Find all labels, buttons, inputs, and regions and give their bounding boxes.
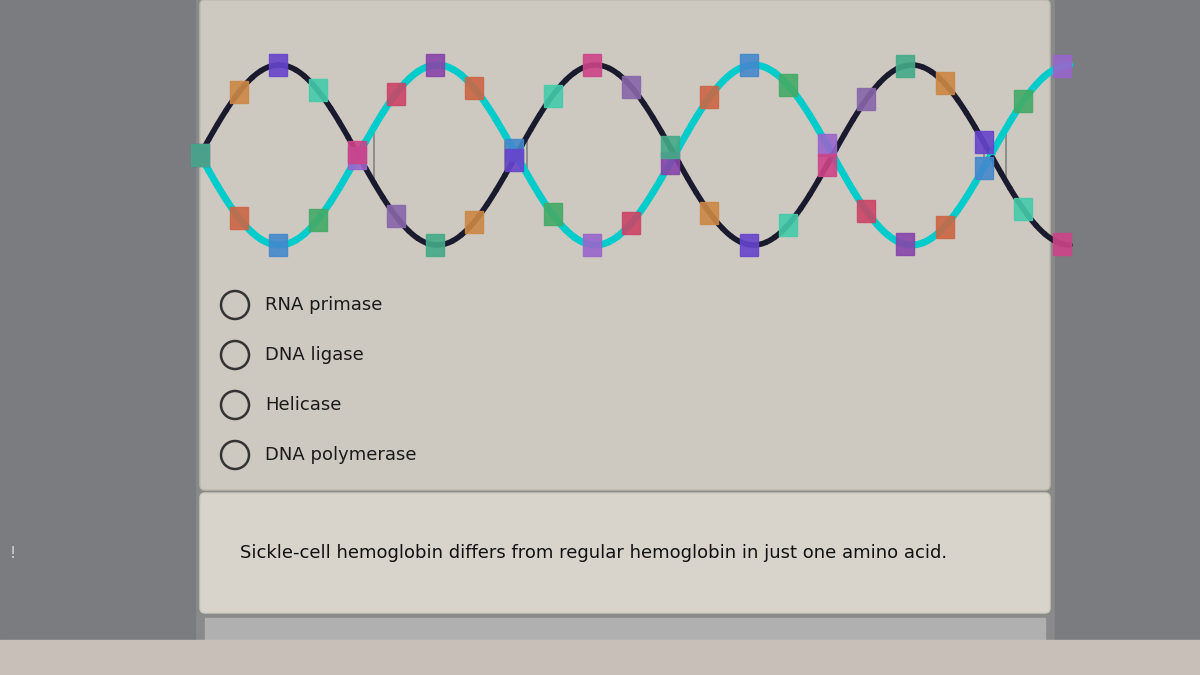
Bar (1014, 90, 1032, 113)
Bar (896, 55, 914, 77)
Bar (205, 618, 1045, 668)
Bar (426, 234, 444, 256)
Bar (701, 86, 719, 109)
Bar (544, 203, 562, 225)
Text: DNA ligase: DNA ligase (265, 346, 364, 364)
Bar (504, 149, 522, 171)
Bar (739, 234, 757, 256)
FancyBboxPatch shape (200, 493, 1050, 613)
Bar (1014, 198, 1032, 219)
Bar (896, 234, 914, 255)
Bar (661, 136, 679, 159)
Bar (269, 234, 287, 256)
Text: DNA polymerase: DNA polymerase (265, 446, 416, 464)
Bar (466, 78, 484, 99)
Bar (857, 200, 875, 221)
Bar (936, 215, 954, 238)
Bar (1055, 0, 1200, 675)
Bar (191, 144, 209, 166)
Bar (191, 144, 209, 166)
Bar (818, 134, 836, 156)
Bar (1054, 55, 1072, 77)
Bar (230, 207, 248, 230)
Bar (308, 79, 326, 101)
Bar (622, 213, 640, 234)
Bar (701, 202, 719, 223)
Bar (583, 234, 601, 256)
FancyBboxPatch shape (200, 0, 1050, 490)
Bar (936, 72, 954, 94)
Bar (818, 154, 836, 176)
Bar (269, 54, 287, 76)
Bar (622, 76, 640, 98)
Bar (974, 157, 992, 179)
Bar (739, 55, 757, 76)
Bar (661, 152, 679, 173)
Bar (348, 146, 366, 169)
Bar (386, 205, 404, 227)
Bar (0, 640, 1200, 675)
Text: Sickle-cell hemoglobin differs from regular hemoglobin in just one amino acid.: Sickle-cell hemoglobin differs from regu… (240, 544, 947, 562)
Text: RNA primase: RNA primase (265, 296, 383, 314)
Bar (857, 88, 875, 111)
Bar (779, 74, 797, 96)
Bar (779, 214, 797, 236)
Bar (583, 54, 601, 76)
Bar (466, 211, 484, 233)
Bar (426, 54, 444, 76)
Bar (544, 84, 562, 107)
Text: !: ! (10, 545, 16, 560)
Bar (386, 82, 404, 105)
Bar (0, 0, 194, 675)
Text: Helicase: Helicase (265, 396, 341, 414)
Bar (504, 139, 522, 161)
Bar (308, 209, 326, 231)
Bar (348, 142, 366, 163)
Bar (230, 81, 248, 103)
Bar (974, 132, 992, 153)
Bar (1054, 233, 1072, 255)
